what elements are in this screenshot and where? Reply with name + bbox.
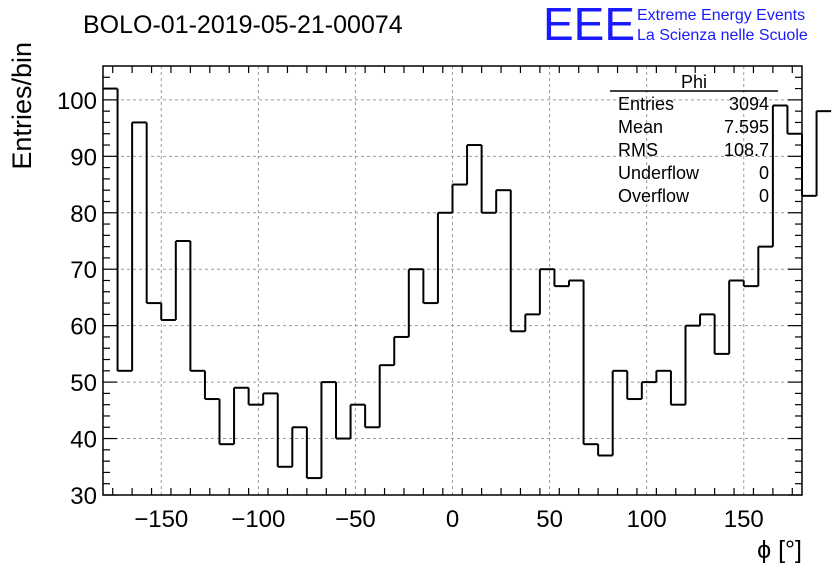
stats-title: Phi bbox=[681, 72, 707, 92]
x-tick-label: 0 bbox=[446, 506, 459, 533]
stats-label: Overflow bbox=[618, 186, 690, 206]
stats-box: Phi Entries 3094 Mean 7.595 RMS 108.7 Underflo… bbox=[610, 72, 778, 206]
y-tick-label: 40 bbox=[70, 427, 97, 454]
eee-logo: EEE Extreme Energy Events La Scienza nel… bbox=[543, 0, 808, 50]
y-tick-label: 30 bbox=[70, 483, 97, 510]
x-tick-label: −50 bbox=[335, 506, 376, 533]
chart-title: BOLO-01-2019-05-21-00074 bbox=[83, 11, 403, 39]
plot-frame bbox=[102, 65, 803, 496]
stats-rows: Entries 3094 Mean 7.595 RMS 108.7 Underflow 0 Ov… bbox=[618, 94, 769, 206]
y-tick-label: 80 bbox=[70, 201, 97, 228]
y-tick-label: 90 bbox=[70, 144, 97, 171]
y-tick-label: 70 bbox=[70, 257, 97, 284]
logo-line-1: Extreme Energy Events bbox=[637, 7, 805, 24]
x-tick-label: 50 bbox=[536, 506, 563, 533]
x-tick-label: 150 bbox=[724, 506, 764, 533]
axis-ticks bbox=[103, 66, 802, 496]
stats-value: 3094 bbox=[729, 94, 769, 114]
logo-mark: EEE bbox=[543, 0, 635, 50]
y-axis-label: Entries/bin bbox=[7, 42, 37, 170]
stats-value: 108.7 bbox=[724, 140, 769, 160]
y-tick-label: 60 bbox=[70, 314, 97, 341]
stats-value: 0 bbox=[759, 163, 769, 183]
logo-line-2: La Scienza nelle Scuole bbox=[637, 27, 808, 44]
x-axis-label: ϕ [°] bbox=[757, 536, 802, 564]
tick-labels: −150 −100 −50 0 50 100 150 30 40 50 60 70 80 90 100 bbox=[57, 88, 764, 533]
x-tick-label: 100 bbox=[627, 506, 667, 533]
stats-label: Entries bbox=[618, 94, 674, 114]
x-tick-label: −150 bbox=[134, 506, 188, 533]
histogram-bars bbox=[103, 87, 832, 480]
stats-label: RMS bbox=[618, 140, 658, 160]
stats-value: 0 bbox=[759, 186, 769, 206]
stats-value: 7.595 bbox=[724, 117, 769, 137]
stats-label: Mean bbox=[618, 117, 663, 137]
x-tick-label: −100 bbox=[231, 506, 285, 533]
grid bbox=[103, 66, 802, 495]
stats-label: Underflow bbox=[618, 163, 700, 183]
y-tick-label: 50 bbox=[70, 370, 97, 397]
y-tick-label: 100 bbox=[57, 88, 97, 115]
